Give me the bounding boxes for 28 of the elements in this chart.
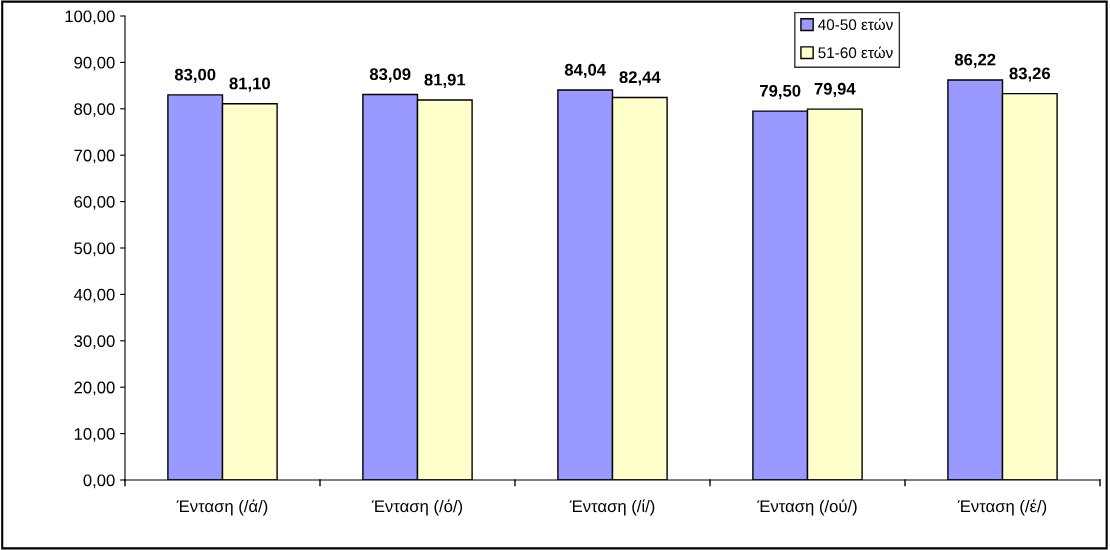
data-label: 81,10 bbox=[229, 77, 270, 92]
legend-label: 51-60 ετών bbox=[818, 46, 893, 59]
data-label: 83,09 bbox=[369, 68, 411, 83]
y-tick-label: 30,00 bbox=[74, 335, 115, 349]
legend-label: 40-50 ετών bbox=[818, 18, 893, 31]
data-label: 81,91 bbox=[424, 73, 466, 88]
y-tick-label: 70,00 bbox=[74, 149, 115, 164]
x-tick-label: Ένταση (/ού/) bbox=[757, 499, 857, 516]
y-tick-label: 80,00 bbox=[74, 103, 115, 117]
data-label: 79,94 bbox=[814, 82, 856, 98]
data-label: 82,44 bbox=[619, 71, 661, 86]
y-tick-label: 10,00 bbox=[74, 428, 115, 442]
y-tick-label: 100,00 bbox=[65, 10, 115, 25]
y-tick-label: 50,00 bbox=[74, 242, 115, 257]
y-tick-label: 40,00 bbox=[73, 288, 115, 303]
x-tick-label: Ένταση (/ά/) bbox=[176, 499, 268, 516]
data-label: 79,50 bbox=[760, 84, 801, 100]
x-tick-label: Ένταση (/ό/) bbox=[371, 499, 463, 516]
data-label: 83,00 bbox=[174, 68, 216, 83]
y-tick-label: 0,00 bbox=[83, 474, 115, 489]
data-label: 83,26 bbox=[1009, 67, 1051, 82]
data-label: 84,04 bbox=[564, 63, 606, 79]
y-tick-label: 90,00 bbox=[74, 56, 115, 71]
x-tick-label: Ένταση (/έ/) bbox=[957, 499, 1047, 516]
data-label: 86,22 bbox=[954, 53, 996, 68]
y-tick-label: 60,00 bbox=[74, 196, 115, 210]
y-tick-label: 20,00 bbox=[74, 381, 115, 396]
x-tick-label: Ένταση (/ί/) bbox=[569, 499, 655, 516]
